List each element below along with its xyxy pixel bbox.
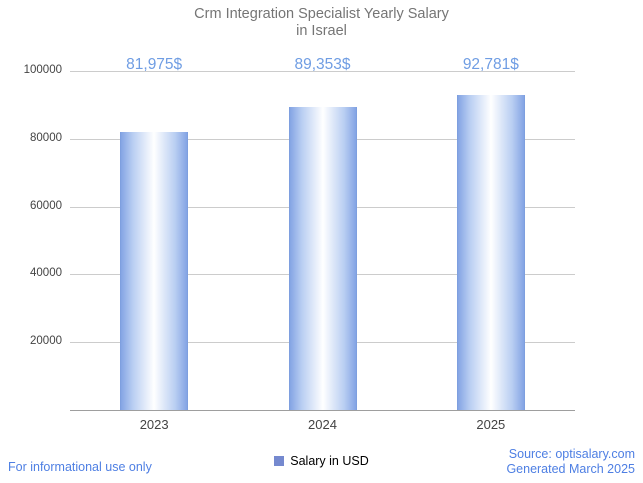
bar-2023 [120, 132, 189, 410]
x-axis-labels: 2023 2024 2025 [0, 417, 643, 433]
value-label-2024: 89,353$ [294, 56, 351, 73]
y-axis: 20000 40000 60000 80000 100000 [0, 0, 62, 430]
bar-2024 [288, 107, 357, 410]
y-tick-label: 100000 [23, 64, 62, 76]
y-tick-label: 60000 [30, 199, 62, 212]
y-tick-label: 20000 [30, 335, 62, 348]
legend-label: Salary in USD [290, 454, 369, 468]
value-label-2023: 81,975$ [126, 56, 183, 73]
y-tick-label: 40000 [30, 267, 62, 280]
y-tick-label: 80000 [30, 131, 62, 144]
x-tick-label-2024: 2024 [308, 417, 337, 432]
chart-title: Crm Integration Specialist Yearly Salary… [0, 6, 643, 40]
x-tick-label-2025: 2025 [476, 417, 506, 432]
x-axis-line [70, 410, 575, 411]
legend-swatch-icon [274, 456, 285, 466]
disclaimer-text: For informational use only [8, 460, 152, 474]
legend: Salary in USD [0, 454, 643, 468]
x-tick-label-2023: 2023 [139, 417, 169, 432]
source-attribution: Source: optisalary.com Generated March 2… [506, 447, 635, 477]
bar-2025 [456, 95, 525, 410]
value-labels-layer: 81,975$ 89,353$ 92,781$ [0, 56, 643, 76]
chart-title-line1: Crm Integration Specialist Yearly Salary [194, 6, 449, 22]
gridline [70, 71, 575, 72]
generated-text: Generated March 2025 [506, 462, 635, 476]
plot-area [70, 71, 575, 410]
source-text: Source: optisalary.com [508, 447, 635, 461]
chart-title-line2: in Israel [296, 23, 347, 39]
value-label-2025: 92,781$ [462, 56, 519, 73]
